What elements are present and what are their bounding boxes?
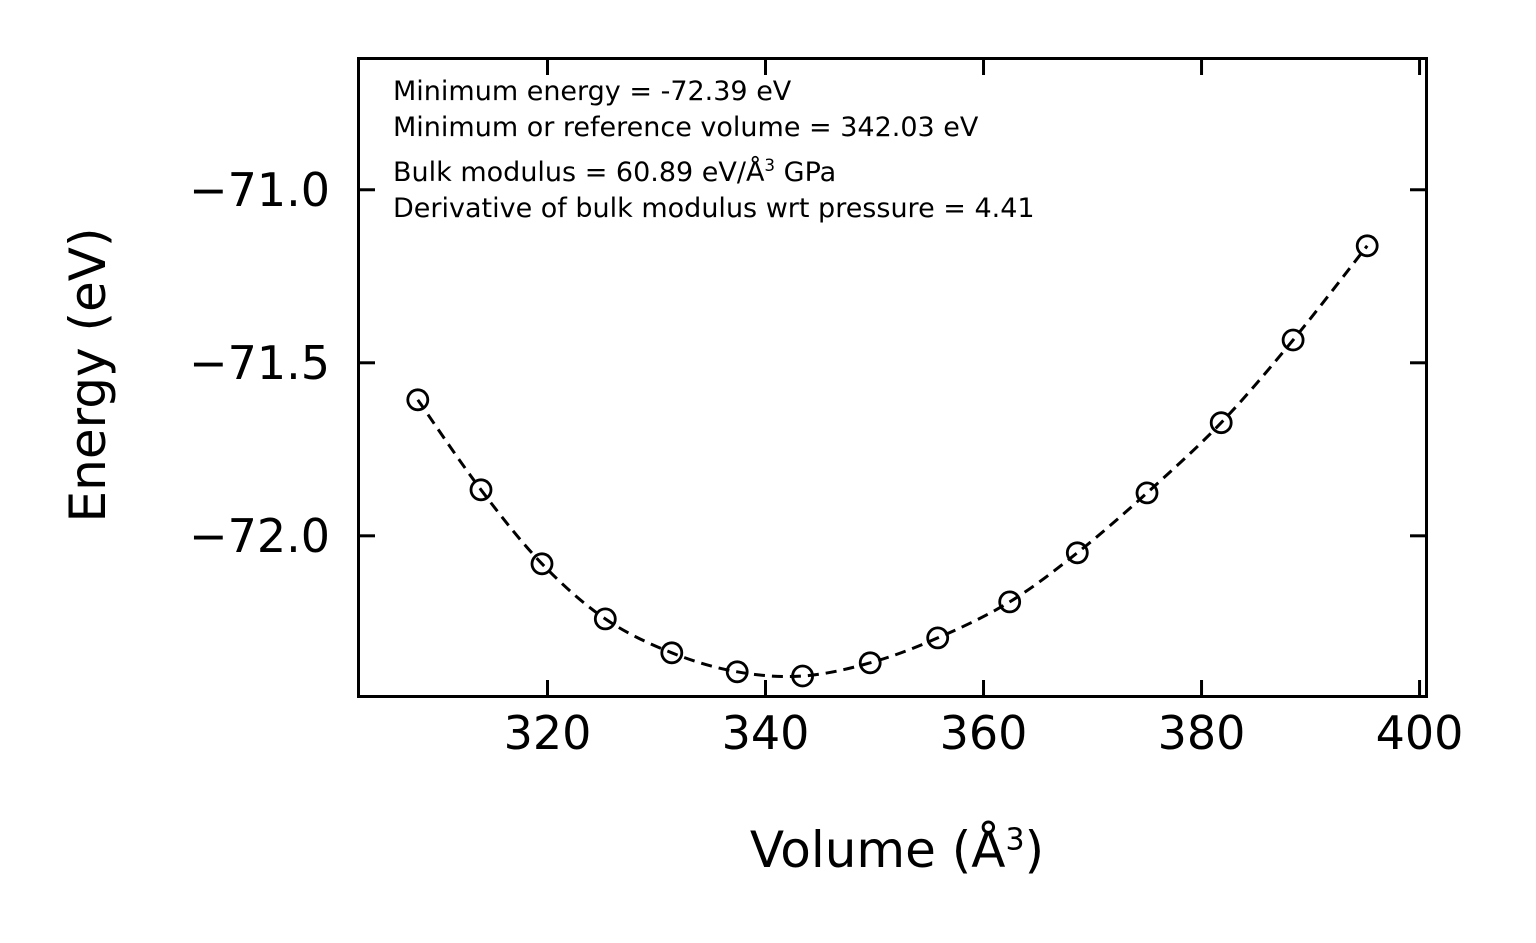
data-point-marker xyxy=(1281,328,1305,352)
x-tick-label: 400 xyxy=(1375,706,1464,760)
annotation-minimum-energy: Minimum energy = -72.39 eV xyxy=(393,76,792,107)
data-point-marker xyxy=(660,641,684,665)
x-tick-label: 340 xyxy=(721,706,810,760)
annotation-bulk-modulus-pre: Bulk modulus = 60.89 eV/Å xyxy=(393,157,765,188)
y-tick-label: −71.5 xyxy=(189,335,330,390)
data-point-marker xyxy=(406,388,430,412)
x-axis-label-sup: 3 xyxy=(1005,822,1025,858)
annotation-bulk-modulus: Bulk modulus = 60.89 eV/Å3 GPa xyxy=(393,155,1035,191)
plot-area: Minimum energy = -72.39 eV Minimum or re… xyxy=(357,57,1428,698)
data-point-marker xyxy=(858,651,882,675)
data-point-marker xyxy=(469,478,493,502)
data-point-marker xyxy=(1135,481,1159,505)
x-tick-label: 360 xyxy=(939,706,1028,760)
chart-canvas xyxy=(360,60,1425,695)
x-axis-label: Volume (Å3) xyxy=(750,821,1044,879)
annotation-bulk-modulus-derivative: Derivative of bulk modulus wrt pressure … xyxy=(393,193,1035,224)
data-point-marker xyxy=(1065,541,1089,565)
annotation-bulk-modulus-post: GPa xyxy=(775,157,837,188)
data-point-marker xyxy=(926,626,950,650)
data-point-marker xyxy=(791,664,815,688)
data-point-marker xyxy=(593,607,617,631)
x-tick-label: 320 xyxy=(503,706,592,760)
annotation-reference-volume: Minimum or reference volume = 342.03 eV xyxy=(393,112,979,143)
data-point-marker xyxy=(725,660,749,684)
data-point-marker xyxy=(1355,234,1379,258)
fit-curve xyxy=(416,244,1369,679)
data-point-marker xyxy=(1209,411,1233,435)
y-tick-label: −71.0 xyxy=(189,162,330,217)
data-point-marker xyxy=(998,590,1022,614)
x-axis-label-post: ) xyxy=(1024,821,1045,879)
data-point-marker xyxy=(530,552,554,576)
y-axis-label: Energy (eV) xyxy=(59,227,117,523)
annotation-bulk-modulus-sup: 3 xyxy=(764,155,776,175)
y-tick-label: −72.0 xyxy=(189,508,330,563)
x-tick-label: 380 xyxy=(1157,706,1246,760)
fit-annotations: Minimum energy = -72.39 eV Minimum or re… xyxy=(393,74,1035,227)
x-axis-label-pre: Volume (Å xyxy=(749,821,1006,879)
